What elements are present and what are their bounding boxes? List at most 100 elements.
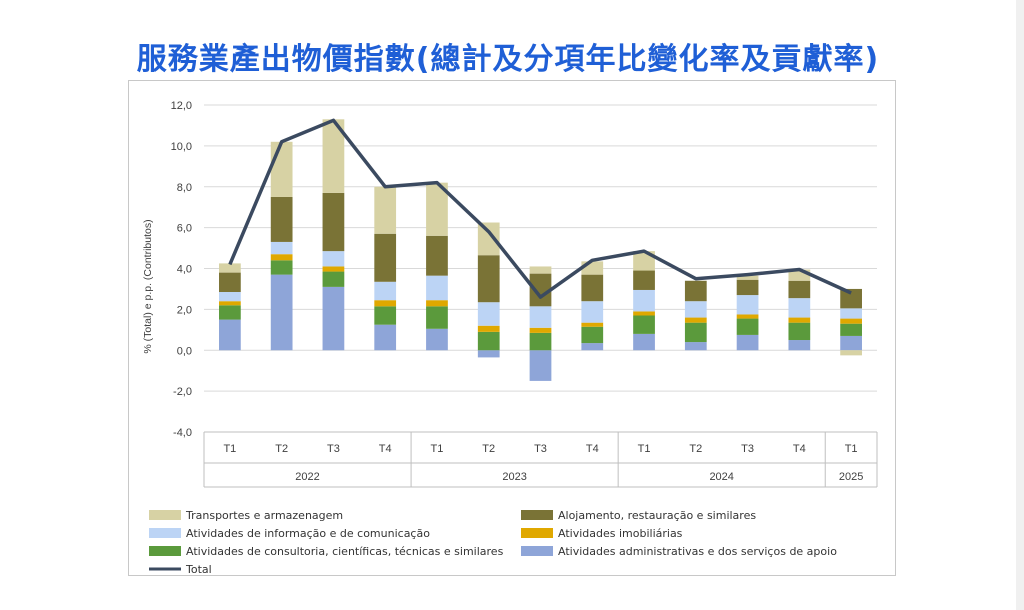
x-tick-label: T1	[638, 443, 651, 455]
legend-label: Atividades de informação e de comunicaçã…	[186, 527, 430, 540]
bar-segment	[270, 274, 293, 351]
legend-swatch	[149, 510, 181, 520]
bar-segment	[322, 286, 345, 351]
bar-segment	[426, 300, 448, 307]
x-tick-label: T4	[379, 443, 392, 455]
legend-label: Atividades administrativas e dos serviço…	[558, 545, 837, 558]
bar-segment	[219, 301, 241, 306]
bar-segment	[477, 350, 500, 358]
year-label: 2023	[502, 471, 526, 483]
bar-segment	[219, 319, 241, 351]
total-line	[228, 118, 852, 299]
bar-segment	[477, 302, 500, 326]
bar-segment	[788, 340, 811, 351]
bar-segment	[788, 298, 811, 318]
bar-segment	[477, 325, 500, 332]
x-tick-label: T4	[586, 443, 599, 455]
bar-segment	[374, 281, 397, 301]
bar-segment	[219, 305, 241, 320]
bar-segment	[736, 295, 759, 315]
bar-segment	[426, 182, 448, 236]
chart-svg: -4,0 -2,0 0,0 2,0 4,0 6,0 8,0 10,0 12,0 % (Total)…	[142, 100, 878, 576]
bar-segment	[270, 260, 293, 275]
bar-segment	[736, 334, 759, 351]
bar-segment	[684, 342, 707, 351]
bar-segment	[736, 314, 759, 319]
y-tick-label: -4,0	[173, 427, 192, 439]
year-label: 2022	[295, 471, 319, 483]
bar-segment	[684, 322, 707, 343]
bar-segment	[219, 263, 241, 273]
legend-swatch	[521, 510, 553, 520]
legend-swatch	[521, 546, 553, 556]
legend-label: Atividades imobiliárias	[558, 527, 683, 540]
bar-segment	[840, 318, 862, 324]
bar-segment	[477, 255, 500, 303]
bar-segment	[374, 186, 397, 234]
bar-segment	[426, 235, 448, 276]
legend: Transportes e armazenagem Alojamento, res…	[149, 509, 837, 576]
x-tick-label: T3	[741, 443, 754, 455]
bar-segment	[219, 272, 241, 293]
x-tick-label: T1	[845, 443, 858, 455]
chart-title: 服務業產出物價指數(總計及分項年比變化率及貢獻率)	[136, 42, 880, 77]
legend-swatch	[521, 528, 553, 538]
bar-segment	[633, 333, 655, 351]
bar-segment	[322, 192, 345, 252]
bar-segment	[374, 306, 397, 325]
bar-segment	[322, 251, 345, 267]
bar-segment	[529, 266, 552, 274]
year-label: 2024	[709, 471, 733, 483]
bar-segment	[581, 343, 604, 351]
year-label: 2025	[839, 471, 863, 483]
bar-segment	[633, 311, 655, 316]
bar-segment	[322, 271, 345, 287]
y-tick-label: 6,0	[177, 223, 192, 235]
x-tick-label: T3	[327, 443, 340, 455]
bar-segment	[633, 315, 655, 334]
bar-segment	[581, 326, 604, 344]
bar-segment	[529, 350, 552, 381]
bar-segment	[788, 280, 811, 299]
x-tick-label: T3	[534, 443, 547, 455]
bar-segment	[322, 266, 345, 272]
bar-segment	[581, 274, 604, 302]
y-tick-label: 2,0	[177, 304, 192, 316]
bar-segment	[270, 241, 293, 255]
legend-label: Transportes e armazenagem	[185, 509, 343, 522]
bar-segment	[374, 324, 397, 351]
y-tick-label: 10,0	[171, 141, 192, 153]
bar-segment	[788, 269, 811, 281]
bar-segment	[684, 280, 707, 302]
y-tick-label: -2,0	[173, 386, 192, 398]
y-tick-label: 8,0	[177, 182, 192, 194]
bar-segment	[788, 317, 811, 323]
bar-segment	[529, 306, 552, 328]
legend-label: Alojamento, restauração e similares	[558, 509, 756, 522]
bar-segment	[840, 288, 862, 309]
bar-segment	[426, 275, 448, 301]
bar-segment	[840, 350, 862, 356]
bar-segment	[477, 222, 500, 256]
bar-group	[219, 119, 862, 381]
chart-frame: -4,0 -2,0 0,0 2,0 4,0 6,0 8,0 10,0 12,0 % (Total)…	[128, 80, 896, 576]
axes: -4,0 -2,0 0,0 2,0 4,0 6,0 8,0 10,0 12,0 % (Total)…	[142, 100, 878, 488]
x-tick-label: T2	[275, 443, 288, 455]
bar-segment	[322, 119, 345, 193]
bar-segment	[270, 254, 293, 261]
bar-segment	[736, 279, 759, 296]
bar-segment	[219, 292, 241, 302]
bar-segment	[270, 196, 293, 242]
bar-segment	[426, 306, 448, 329]
bar-segment	[529, 273, 552, 307]
bar-segment	[840, 323, 862, 336]
bar-segment	[633, 270, 655, 290]
y-tick-label: 0,0	[177, 345, 192, 357]
bar-segment	[581, 322, 604, 327]
x-tick-label: T2	[482, 443, 495, 455]
bar-segment	[529, 332, 552, 351]
x-tick-label: T2	[689, 443, 702, 455]
x-tick-label: T4	[793, 443, 806, 455]
legend-label: Atividades de consultoria, científicas, …	[186, 545, 504, 558]
total-line-group	[228, 118, 852, 299]
